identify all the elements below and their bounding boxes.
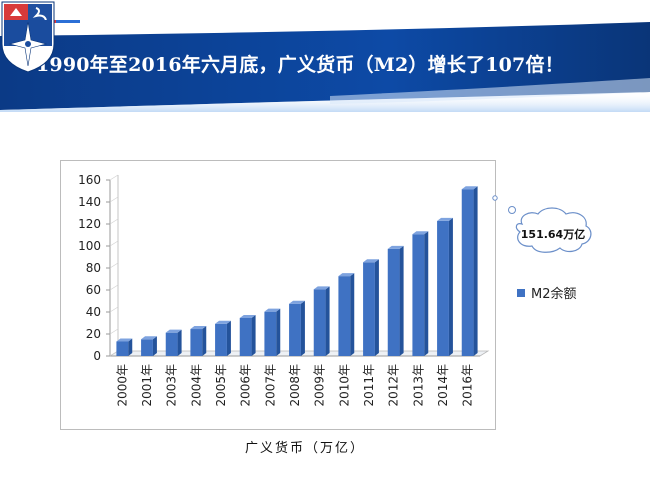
y-tick-label: 160 bbox=[78, 173, 101, 187]
bar-side bbox=[300, 300, 305, 356]
y-tick-label: 100 bbox=[78, 239, 101, 253]
y-tick-depth bbox=[109, 284, 119, 291]
compass-star-crest-icon bbox=[1, 1, 55, 72]
y-tick-label: 120 bbox=[78, 217, 101, 231]
y-tick-label: 60 bbox=[86, 283, 101, 297]
bar-side bbox=[177, 329, 182, 356]
x-tick-label: 2003年 bbox=[165, 364, 179, 407]
callout-bubble bbox=[492, 195, 592, 253]
bar-top bbox=[363, 259, 379, 263]
x-tick-label: 2010年 bbox=[337, 364, 351, 407]
x-tick-label: 2005年 bbox=[214, 364, 228, 407]
x-tick-label: 2006年 bbox=[239, 364, 253, 407]
bar-top bbox=[387, 245, 404, 249]
legend-swatch bbox=[517, 288, 525, 297]
y-tick-label: 0 bbox=[93, 349, 101, 363]
bar bbox=[239, 317, 252, 356]
bar-side bbox=[226, 320, 231, 356]
bar-top bbox=[165, 329, 182, 333]
x-tick-label: 2008年 bbox=[288, 364, 302, 407]
bar bbox=[461, 189, 474, 356]
x-tick-label: 2016年 bbox=[461, 364, 475, 407]
chart-caption: 广义货币（万亿） bbox=[244, 441, 365, 456]
y-tick-label: 20 bbox=[86, 327, 101, 341]
bar-top bbox=[215, 320, 231, 324]
x-tick-label: 2014年 bbox=[436, 364, 450, 407]
bar bbox=[289, 303, 301, 356]
y-tick-depth bbox=[109, 306, 119, 313]
bar-top bbox=[190, 326, 207, 330]
bar-top bbox=[338, 273, 355, 277]
y-tick-depth bbox=[109, 240, 119, 247]
bar-top bbox=[116, 338, 133, 342]
bar-side bbox=[374, 259, 379, 356]
bar-top bbox=[239, 314, 256, 318]
bar bbox=[387, 248, 400, 356]
y-tick-label: 80 bbox=[86, 261, 101, 275]
chart-legend: M2余额 bbox=[517, 283, 577, 302]
bar-side bbox=[325, 286, 330, 356]
bar-side bbox=[128, 338, 133, 356]
bar bbox=[190, 329, 203, 356]
y-tick-depth bbox=[109, 218, 119, 225]
x-tick-label: 2001年 bbox=[140, 364, 154, 407]
bar-side bbox=[399, 245, 404, 356]
bar bbox=[116, 341, 129, 356]
m2-bar-chart: 0 20 40 60 80 100 120 140 160 2000年 2001年 2003年 2004… bbox=[78, 173, 490, 407]
y-tick-label: 140 bbox=[78, 195, 101, 209]
bar bbox=[338, 276, 351, 356]
bar-top bbox=[412, 231, 429, 235]
x-tick-label: 2007年 bbox=[263, 364, 277, 407]
x-tick-label: 2012年 bbox=[387, 364, 401, 407]
decor-line-blue bbox=[56, 20, 80, 23]
bar bbox=[412, 234, 425, 356]
bar bbox=[264, 311, 277, 356]
bar-side bbox=[424, 231, 429, 356]
bar bbox=[141, 339, 153, 356]
bar-top bbox=[313, 286, 330, 290]
x-tick-label: 2011年 bbox=[362, 364, 376, 407]
bar-side bbox=[276, 308, 281, 356]
bar bbox=[437, 220, 449, 356]
legend-label: M2余额 bbox=[531, 287, 577, 302]
bar-side bbox=[350, 273, 355, 356]
bar-top bbox=[141, 336, 157, 340]
page-title: 1990年至2016年六月底，广义货币（M2）增长了107倍！ bbox=[36, 54, 564, 76]
bar-top bbox=[289, 300, 305, 304]
bar-side bbox=[152, 336, 157, 356]
y-tick-depth bbox=[109, 262, 119, 269]
header-background bbox=[0, 0, 650, 112]
bar-top bbox=[461, 186, 478, 190]
y-tick-depth bbox=[109, 174, 119, 181]
x-tick-label: 2009年 bbox=[313, 364, 327, 407]
x-tick-label: 2000年 bbox=[115, 364, 129, 407]
bar bbox=[165, 332, 178, 356]
y-tick-depth bbox=[109, 328, 119, 335]
bar-side bbox=[473, 186, 478, 356]
bar bbox=[215, 323, 227, 356]
bar-top bbox=[264, 308, 281, 312]
callout-label: 151.64万亿 bbox=[520, 228, 586, 241]
y-tick-depth bbox=[109, 196, 119, 203]
x-tick-label: 2013年 bbox=[411, 364, 425, 407]
header-banner: 1990年至2016年六月底，广义货币（M2）增长了107倍！ bbox=[0, 0, 650, 112]
bar-side bbox=[202, 326, 207, 356]
x-tick-label: 2004年 bbox=[189, 364, 203, 407]
bar bbox=[363, 262, 375, 356]
bar-side bbox=[448, 217, 453, 356]
bar-top bbox=[437, 217, 453, 221]
y-tick-label: 40 bbox=[86, 305, 101, 319]
bar-side bbox=[251, 314, 256, 356]
bar bbox=[313, 289, 326, 356]
